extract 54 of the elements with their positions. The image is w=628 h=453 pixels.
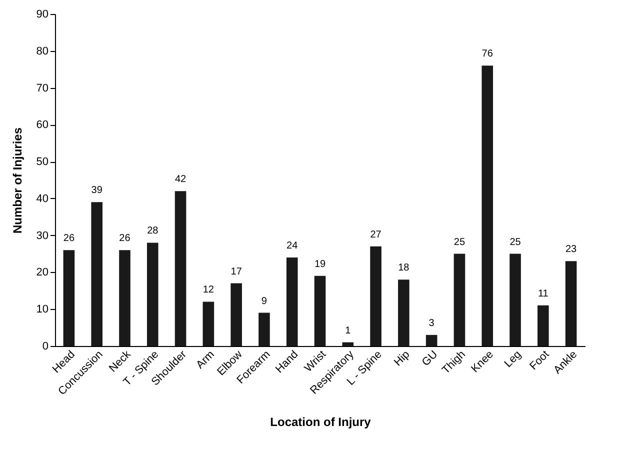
data-label: 24 xyxy=(286,240,298,252)
data-label: 76 xyxy=(482,48,494,60)
bar xyxy=(538,305,549,346)
y-tick-label: 50 xyxy=(36,156,48,168)
data-label: 12 xyxy=(202,284,214,296)
data-label: 17 xyxy=(230,266,242,278)
y-tick-label: 0 xyxy=(42,340,48,352)
bar xyxy=(230,283,242,346)
data-label: 9 xyxy=(261,296,268,307)
y-tick-label: 70 xyxy=(36,82,48,94)
bar xyxy=(370,246,382,346)
bar xyxy=(565,261,577,346)
bar xyxy=(119,250,130,346)
bar xyxy=(426,334,438,346)
bar xyxy=(258,312,270,346)
bar xyxy=(454,254,466,346)
data-label: 27 xyxy=(370,229,382,240)
x-tick-label: Leg xyxy=(502,348,524,370)
y-tick-label: 80 xyxy=(36,45,48,58)
bar xyxy=(510,254,521,346)
data-label: 11 xyxy=(538,288,549,300)
data-label: 42 xyxy=(174,174,187,186)
data-label: 25 xyxy=(510,236,522,248)
data-label: 3 xyxy=(428,318,435,329)
y-tick-label: 20 xyxy=(36,266,48,279)
bar xyxy=(63,250,75,346)
x-tick-label: GU xyxy=(420,348,440,369)
data-label: 1 xyxy=(345,325,352,336)
bar xyxy=(482,66,494,346)
x-tick-label: Hip xyxy=(392,348,412,369)
data-label: 39 xyxy=(91,185,103,196)
bar xyxy=(286,257,298,346)
y-tick-label: 40 xyxy=(36,192,48,205)
bar xyxy=(398,280,410,346)
bar xyxy=(174,191,186,346)
data-label: 26 xyxy=(119,233,131,244)
data-label: 28 xyxy=(147,226,159,237)
data-label: 19 xyxy=(314,258,326,270)
bar xyxy=(342,342,354,346)
y-tick-label: 10 xyxy=(36,304,48,316)
data-label: 26 xyxy=(63,233,75,244)
y-axis-title: Number of Injuries xyxy=(10,127,24,234)
y-tick-label: 30 xyxy=(36,230,48,242)
y-tick-label: 60 xyxy=(36,119,48,132)
bar xyxy=(314,276,326,346)
data-label: 25 xyxy=(454,236,466,248)
bar xyxy=(91,202,102,346)
x-tick-label: Arm xyxy=(194,348,217,372)
data-label: 18 xyxy=(398,262,410,274)
bar xyxy=(146,242,158,346)
y-tick-label: 90 xyxy=(36,8,48,20)
data-label: 23 xyxy=(565,244,578,256)
bar xyxy=(202,302,214,346)
x-axis-title: Location of Injury xyxy=(270,414,372,429)
